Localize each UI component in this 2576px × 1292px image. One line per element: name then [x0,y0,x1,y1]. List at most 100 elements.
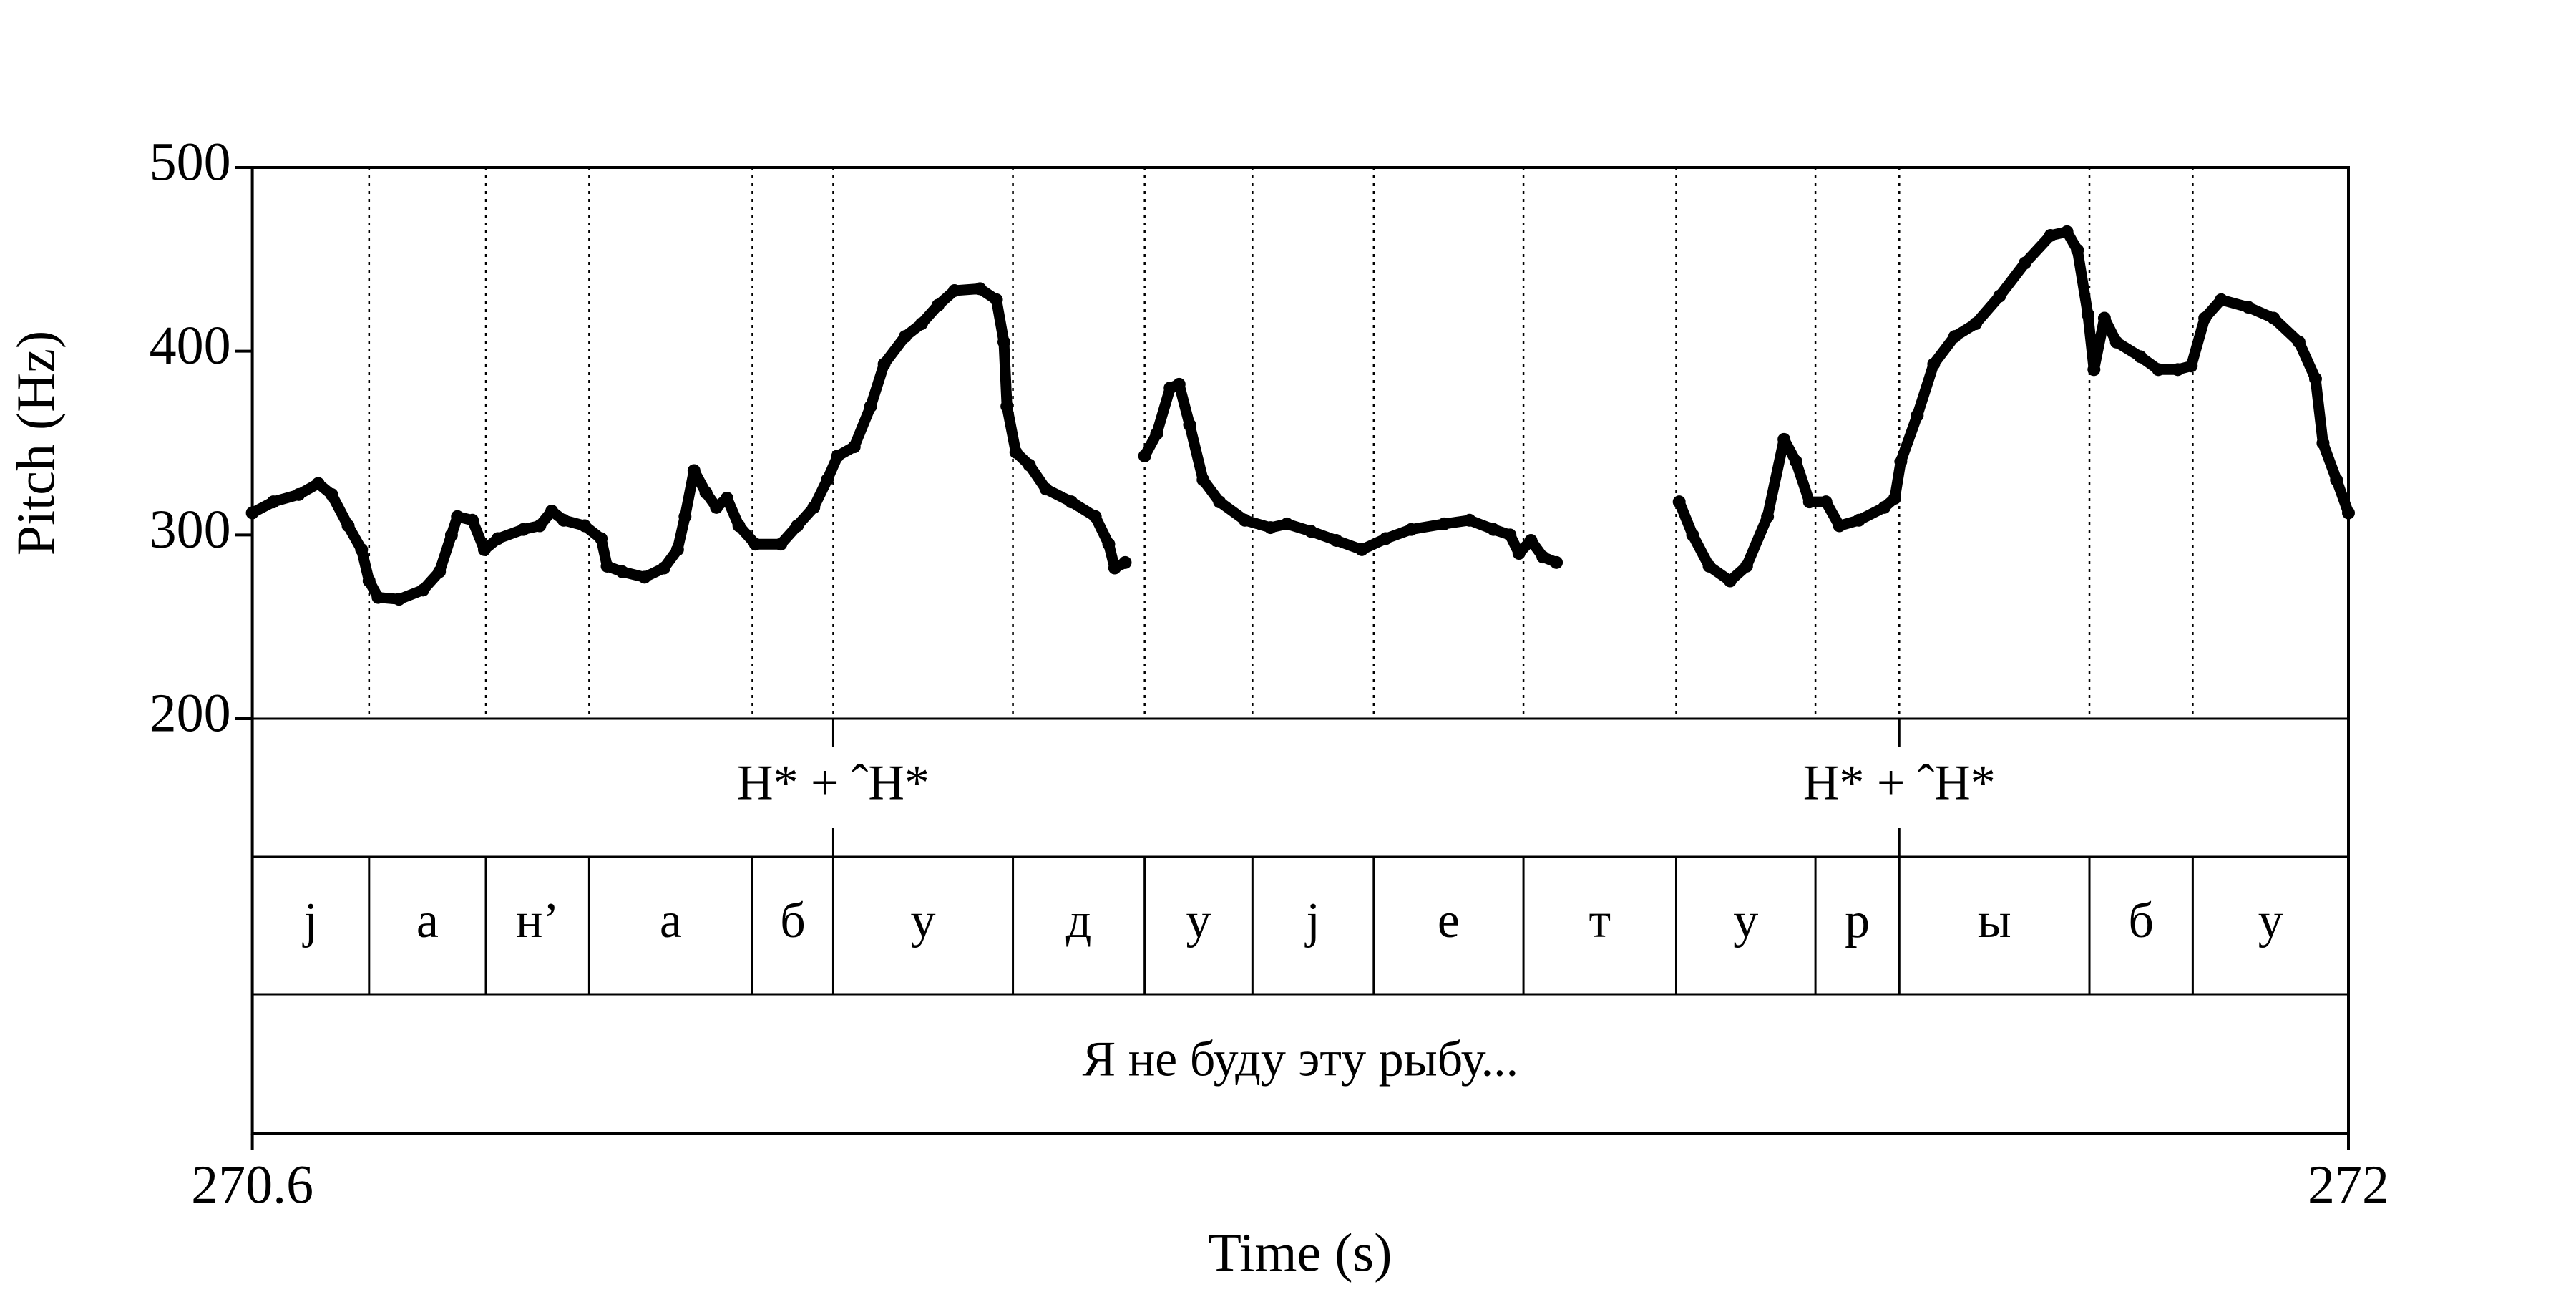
pitch-point [545,504,559,518]
pitch-point [355,543,369,556]
pitch-point [1948,330,1961,344]
pitch-point [595,532,608,545]
interval-label: н’ [516,893,560,948]
pitch-point [1911,409,1924,422]
pitch-point [914,317,928,331]
pitch-point [1550,555,1563,569]
pitch-point [990,293,1003,306]
x-tick-label: 272 [2308,1155,2389,1215]
pitch-point [720,492,733,505]
interval-label: Я не буду эту рыбу... [1083,1032,1519,1087]
pitch-point [1740,559,1753,573]
pitch-point [1819,495,1833,509]
pitch-point [831,449,844,462]
y-axis-title: Pitch (Hz) [6,331,66,555]
tone-label: H* + ˆH* [1803,756,1996,811]
pitch-point [1405,523,1418,536]
pitch-point [658,561,671,575]
pitch-point [578,519,592,533]
plot-frame [250,166,2350,1135]
pitch-point [477,543,491,556]
pitch-point [2152,363,2165,377]
pitch-point [1993,289,2006,303]
pitch-point [699,486,713,500]
pitch-point [1833,519,1846,533]
pitch-point [973,282,987,296]
x-tick-label: 270.6 [191,1155,313,1215]
pitch-point [1108,561,1121,575]
pitch-point [1102,538,1116,551]
pitch-point [864,399,877,413]
pitch-point [1524,534,1538,548]
pitch-point [1777,432,1791,446]
pitch-point [311,477,325,490]
pitch-point [732,519,746,533]
interval-label: р [1845,893,1870,948]
pitch-point [710,500,723,514]
pitch-point [1672,495,1686,509]
pitch-point [557,513,570,527]
pitch-point [1463,513,1476,527]
pitch-point [1238,513,1252,527]
interval-label: j [301,893,317,948]
pitch-point [2241,301,2255,314]
pitch-point [1723,574,1737,588]
pitch-point [2342,506,2355,520]
pitch-point [2171,363,2185,377]
interval-label: у [1733,893,1758,948]
interval-label: а [416,893,439,948]
interval-label: т [1589,893,1611,948]
pitch-point [898,330,912,344]
pitch-point [791,519,804,533]
pitch-point [947,283,961,297]
pitch-point [1150,427,1163,441]
pitch-point [1264,521,1277,535]
pitch-point [1065,495,1078,509]
pitch-point [1894,455,1908,468]
y-tick-label: 400 [150,316,231,376]
pitch-point [245,506,259,520]
interval-label: ы [1978,893,2011,948]
pitch-point [2185,359,2198,373]
pitch-point [1039,482,1053,496]
pitch-point [1280,517,1294,530]
pitch-point [2316,437,2330,450]
pitch-point [1138,449,1151,462]
pitch-point [1686,528,1699,542]
pitch-point [2267,311,2280,325]
interval-label: у [911,893,936,948]
pitch-point [2308,372,2322,386]
pitch-point [1304,525,1317,538]
pitch-point [2081,308,2094,321]
pitch-point [1789,455,1802,468]
pitch-point [2060,225,2074,238]
pitch-contour [247,226,2354,605]
pitch-point [1878,500,1891,514]
pitch-point [2330,473,2343,487]
pitch-point [807,500,821,514]
x-axis-title: Time (s) [1209,1223,1392,1283]
interval-label: у [2258,893,2283,948]
pitch-point [1888,492,1901,505]
pitch-point [371,591,385,604]
y-tick-label: 300 [150,500,231,560]
pitch-point [1330,534,1343,548]
pitch-point [877,357,891,371]
pitch-point [615,565,629,578]
interval-label: j [1304,893,1319,948]
pitch-point [1023,458,1036,472]
y-tick-label: 500 [150,132,231,192]
pitch-point [466,513,479,527]
pitch-point [2134,350,2147,364]
pitch-point [1927,357,1941,371]
pitch-point [2019,256,2032,270]
pitch-point [2097,311,2111,325]
pitch-point [678,510,692,523]
pitch-point [1213,495,1226,509]
pitch-point [533,519,547,533]
pitch-point [325,487,338,501]
pitch-point [1512,547,1526,560]
pitch-point [1702,559,1716,573]
pitch-point [2071,243,2084,257]
pitch-point [1183,418,1196,432]
